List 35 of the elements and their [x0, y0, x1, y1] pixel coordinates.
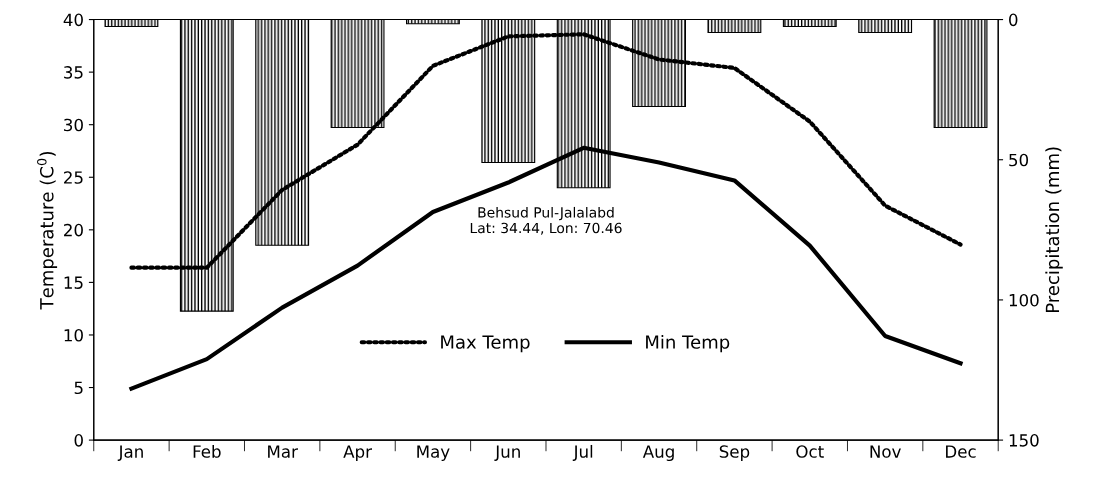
y2-axis-title: Precipitation (mm): [1045, 147, 1063, 312]
x-tick-label: Aug: [642, 445, 674, 462]
x-tick-label: Nov: [870, 445, 901, 458]
y-tick-label: 5: [74, 381, 83, 395]
x-tick-label: May: [417, 445, 450, 462]
y2-tick-label: 100: [1009, 293, 1039, 307]
x-tick-label: Jul: [572, 444, 593, 461]
y-tick-label: 15: [64, 276, 83, 289]
bar: [933, 19, 988, 129]
y-tick-label: 40: [63, 13, 83, 27]
y-tick-label: 0: [74, 434, 83, 447]
x-tick-label: Apr: [343, 445, 372, 462]
y-tick-label: 30: [64, 118, 83, 132]
bar: [782, 19, 837, 28]
x-tick-label: Mar: [268, 445, 298, 458]
y-tick-label: 10: [64, 328, 83, 342]
y2-tick-label: 0: [1009, 13, 1018, 27]
bar: [707, 19, 762, 34]
x-tick-label: Jun: [494, 445, 520, 461]
x-tick-label: Jan: [117, 445, 143, 461]
bar: [858, 19, 913, 34]
y-axis-title: Temperature (C$^{0}$): [37, 151, 58, 310]
y-tick-label: 20: [64, 223, 83, 237]
y2-tick-label: 50: [1009, 153, 1029, 167]
x-tick-label: Dec: [946, 445, 976, 458]
legend-label: Max Temp: [441, 335, 530, 353]
y-tick-label: 35: [64, 66, 83, 79]
annotation: Behsud Pul-Jalalabd Lat: 34.44, Lon: 70.46: [470, 206, 622, 235]
x-tick-label: Sep: [719, 445, 750, 462]
y2-tick-label: 150: [1009, 434, 1039, 447]
legend-label: Min Temp: [646, 334, 730, 353]
bar: [104, 19, 159, 28]
y-tick-label: 25: [64, 171, 83, 184]
x-tick-label: Feb: [193, 444, 221, 458]
x-tick-label: Oct: [796, 445, 824, 458]
